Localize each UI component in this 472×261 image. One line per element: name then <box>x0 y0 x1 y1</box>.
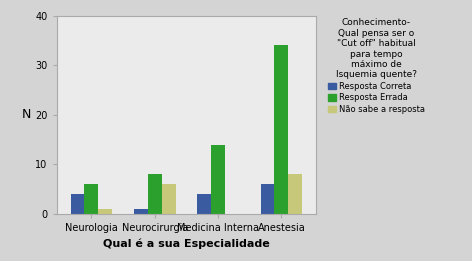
Legend: Resposta Correta, Resposta Errada, Não sabe a resposta: Resposta Correta, Resposta Errada, Não s… <box>326 16 428 116</box>
Y-axis label: N: N <box>22 108 32 121</box>
X-axis label: Qual é a sua Especialidade: Qual é a sua Especialidade <box>103 239 270 249</box>
Bar <box>162 184 176 214</box>
Bar <box>211 145 225 214</box>
Bar <box>134 209 148 214</box>
Bar <box>288 174 302 214</box>
Bar <box>274 45 288 214</box>
Bar <box>71 194 84 214</box>
Bar <box>197 194 211 214</box>
Bar <box>261 184 274 214</box>
Bar <box>148 174 162 214</box>
Bar <box>84 184 99 214</box>
Bar <box>99 209 112 214</box>
